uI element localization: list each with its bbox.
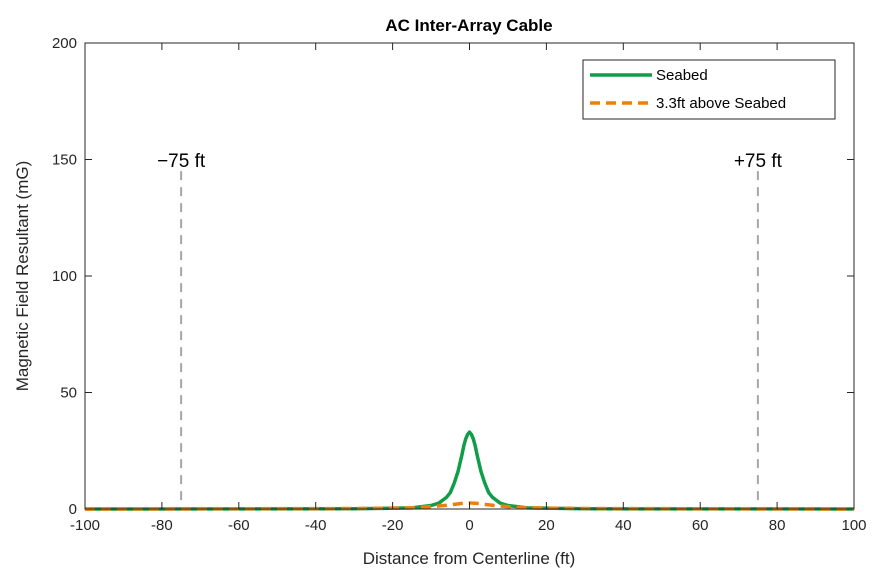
y-tick-label: 150 bbox=[52, 152, 77, 169]
x-tick-label: 60 bbox=[692, 517, 709, 534]
x-tick-label: -20 bbox=[382, 517, 404, 534]
y-tick-label: 200 bbox=[52, 35, 77, 52]
legend: Seabed 3.3ft above Seabed bbox=[582, 59, 836, 120]
x-tick-label: -60 bbox=[228, 517, 250, 534]
y-axis-title: Magnetic Field Resultant (mG) bbox=[13, 161, 32, 392]
reference-label-0: −75 ft bbox=[157, 151, 206, 172]
x-axis-title: Distance from Centerline (ft) bbox=[363, 549, 576, 568]
x-tick-label: -100 bbox=[70, 517, 100, 534]
x-tick-label: 0 bbox=[465, 517, 473, 534]
ticks: -100 -80 -60 -40 -20 0 20 40 60 80 100 0 50 100 150 200 bbox=[52, 35, 867, 534]
y-tick-label: 0 bbox=[69, 501, 77, 518]
x-tick-label: 20 bbox=[538, 517, 555, 534]
x-tick-label: 80 bbox=[769, 517, 786, 534]
reference-label-1: +75 ft bbox=[734, 151, 783, 172]
legend-label-seabed: Seabed bbox=[656, 67, 708, 84]
y-tick-label: 50 bbox=[60, 385, 77, 402]
x-tick-label: -80 bbox=[151, 517, 173, 534]
annotations: −75 ft +75 ft bbox=[157, 151, 783, 172]
legend-box bbox=[582, 59, 836, 120]
x-tick-label: 40 bbox=[615, 517, 632, 534]
chart-title: AC Inter-Array Cable bbox=[385, 16, 552, 35]
legend-label-above-seabed: 3.3ft above Seabed bbox=[656, 95, 786, 112]
reference-lines bbox=[180, 171, 759, 509]
x-tick-label: 100 bbox=[841, 517, 866, 534]
series-line-0 bbox=[84, 430, 855, 511]
y-tick-label: 100 bbox=[52, 268, 77, 285]
x-tick-label: -40 bbox=[305, 517, 327, 534]
